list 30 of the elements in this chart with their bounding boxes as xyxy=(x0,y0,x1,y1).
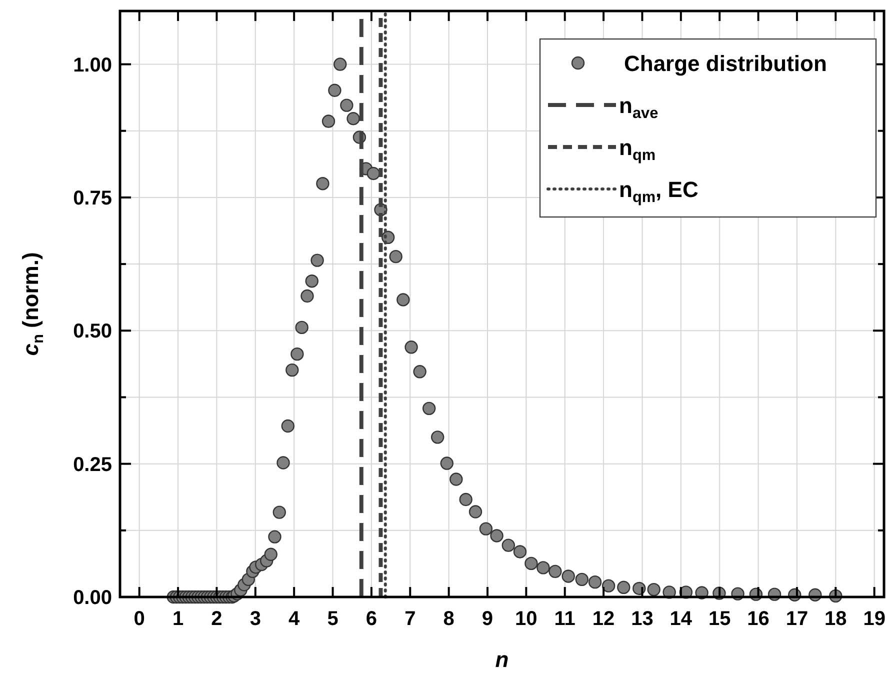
x-tick-label: 11 xyxy=(554,608,576,630)
x-tick-label: 2 xyxy=(211,608,222,630)
legend-label: n$_{ave}$ xyxy=(619,93,659,122)
legend-label: n$_{qm}$ xyxy=(619,135,656,164)
x-tick-label: 9 xyxy=(482,608,494,630)
x-tick-label: 4 xyxy=(288,608,301,630)
legend-label: Charge distribution xyxy=(624,51,827,76)
y-tick-label: 0.75 xyxy=(73,187,112,210)
x-tick-label: 8 xyxy=(443,608,454,630)
x-tick-label: 0 xyxy=(134,608,145,630)
y-tick-label: 0.25 xyxy=(73,454,112,476)
x-tick-label: 6 xyxy=(366,608,378,630)
x-tick-label: 10 xyxy=(515,608,538,630)
x-tick-label: 5 xyxy=(327,608,338,630)
x-axis-title: n xyxy=(495,647,509,672)
x-tick-label: 3 xyxy=(250,608,261,630)
x-tick-label: 15 xyxy=(708,608,731,630)
legend-label: n$_{qm}$, EC xyxy=(619,177,698,206)
y-tick-label: 0.50 xyxy=(73,320,112,343)
x-tick-label: 19 xyxy=(863,608,886,630)
y-tick-label: 1.00 xyxy=(73,54,112,76)
x-tick-label: 13 xyxy=(631,608,654,630)
x-tick-label: 12 xyxy=(592,608,615,630)
x-tick-label: 16 xyxy=(747,608,770,630)
x-tick-label: 1 xyxy=(172,608,184,630)
x-tick-label: 14 xyxy=(670,608,693,630)
x-tick-label: 7 xyxy=(404,608,416,630)
y-tick-label: 0.00 xyxy=(73,587,112,609)
x-tick-label: 17 xyxy=(786,608,808,630)
x-tick-label: 18 xyxy=(824,608,847,630)
